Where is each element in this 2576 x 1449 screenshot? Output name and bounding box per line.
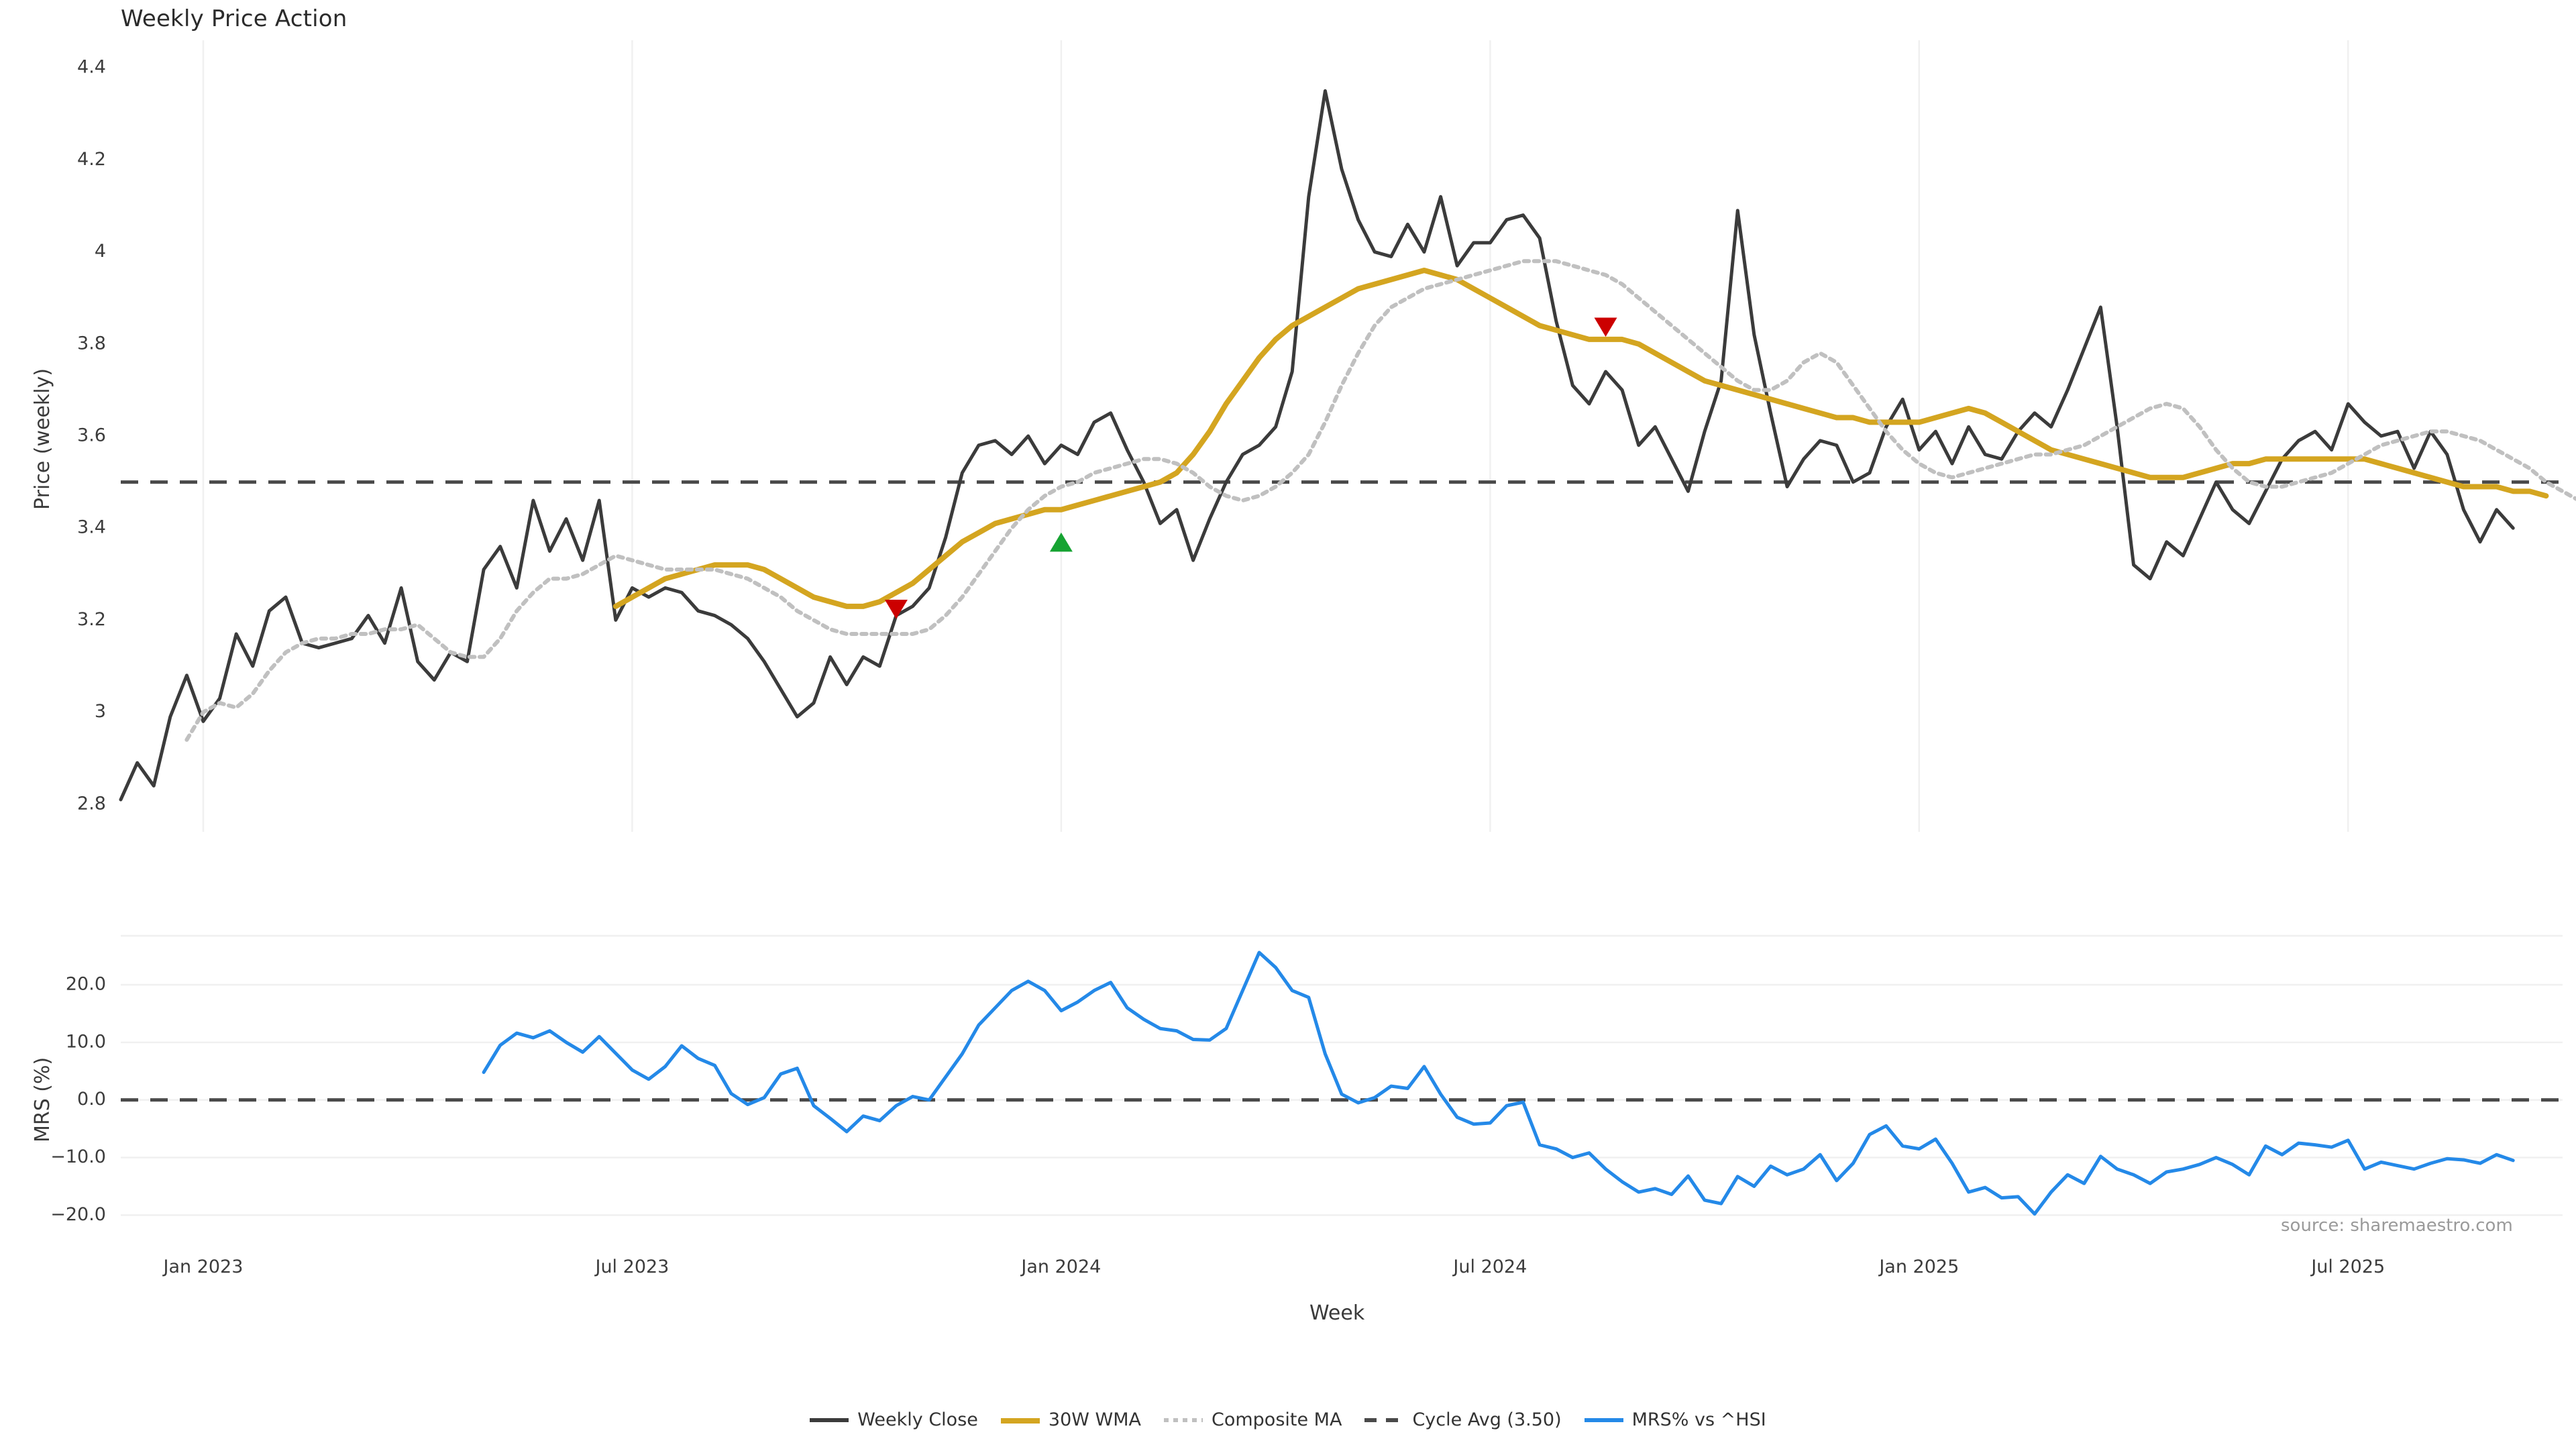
y-tick-label: 4.2 [77, 149, 106, 170]
x-tick-label: Jan 2023 [162, 1256, 244, 1277]
x-tick-label: Jul 2024 [1452, 1256, 1527, 1277]
legend-item-cycle-avg-3-50-[interactable]: Cycle Avg (3.50) [1364, 1409, 1562, 1430]
legend-label: 30W WMA [1048, 1409, 1141, 1430]
mrs-y-axis-label: MRS (%) [31, 1057, 54, 1142]
page-title: Weekly Price Action [121, 5, 347, 32]
y-tick-label: −10.0 [50, 1146, 106, 1167]
y-tick-label: 3 [95, 701, 106, 722]
mrs-panel: −20.0 −10.0 0.0 10.0 20.0 Jan 2023 Jul 2023 Jan… [50, 934, 2563, 1277]
x-tick-label: Jan 2025 [1878, 1256, 1959, 1277]
y-tick-label: 20.0 [66, 973, 106, 994]
y-tick-label: 0.0 [77, 1089, 106, 1110]
y-tick-label: 3.6 [77, 425, 106, 446]
legend-label: Composite MA [1212, 1409, 1342, 1430]
y-tick-label: 3.4 [77, 517, 106, 538]
series-mrs-vs-hsi [482, 951, 2515, 1216]
legend-label: Cycle Avg (3.50) [1412, 1409, 1562, 1430]
sell-signal-marker [1594, 317, 1617, 337]
series-composite-ma [184, 259, 2576, 742]
series-30w-wma [612, 268, 2549, 609]
y-tick-label: 10.0 [66, 1031, 106, 1052]
x-axis-label: Week [1309, 1301, 1365, 1325]
y-tick-label: 3.2 [77, 609, 106, 630]
legend-label: Weekly Close [857, 1409, 978, 1430]
legend-item-30w-wma[interactable]: 30W WMA [1000, 1409, 1141, 1430]
y-tick-label: 4.4 [77, 57, 106, 78]
x-tick-label: Jul 2025 [2310, 1256, 2385, 1277]
y-tick-label: 2.8 [77, 793, 106, 814]
buy-signal-marker [1049, 532, 1073, 552]
legend-label: MRS% vs ^HSI [1631, 1409, 1766, 1430]
x-tick-label: Jul 2023 [594, 1256, 669, 1277]
y-tick-label: 3.8 [77, 333, 106, 354]
source-watermark: source: sharemaestro.com [2281, 1216, 2513, 1236]
legend-item-mrs-vs-hsi[interactable]: MRS% vs ^HSI [1584, 1409, 1766, 1430]
legend-item-weekly-close[interactable]: Weekly Close [810, 1409, 978, 1430]
legend-item-composite-ma[interactable]: Composite MA [1164, 1409, 1342, 1430]
sell-signal-marker [884, 600, 908, 619]
series-weekly-close [119, 89, 2515, 802]
price-panel: 2.8 3 3.2 3.4 3.6 3.8 4 4.2 4.4 [77, 40, 2576, 832]
y-tick-label: −20.0 [50, 1204, 106, 1225]
y-tick-label: 4 [95, 241, 106, 262]
chart-legend: Weekly Close 30W WMA Composite MA Cycle Avg… [0, 1409, 2576, 1430]
price-y-axis-label: Price (weekly) [31, 368, 54, 510]
x-tick-label: Jan 2024 [1020, 1256, 1101, 1277]
